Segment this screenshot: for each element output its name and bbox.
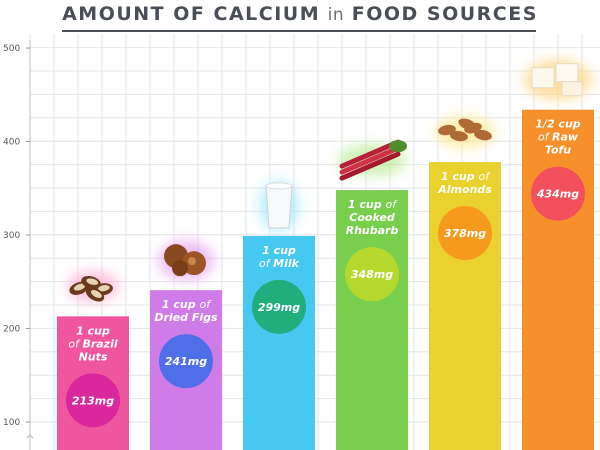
almonds-icon (435, 116, 495, 149)
axis-break-mark (26, 434, 34, 439)
bar-label-line: 1 cup (76, 324, 110, 337)
bar-label-line: Almonds (437, 183, 492, 196)
bar (429, 162, 501, 450)
value-circle (252, 279, 306, 334)
title-part-1: AMOUNT OF CALCIUM (62, 3, 321, 25)
bar (522, 109, 594, 450)
y-tick-label: 300 (3, 231, 20, 241)
title-part-2: in (327, 5, 345, 25)
y-tick-label: 100 (3, 418, 20, 428)
value-label: 348mg (351, 268, 393, 281)
bar-label-line: Cooked (349, 211, 395, 224)
bar-label-line: 1/2 cup (535, 118, 581, 131)
bar-label-line: 1 cup of (162, 298, 212, 311)
value-circle (531, 166, 585, 221)
bar-label-line: Dried Figs (154, 311, 218, 324)
dried-figs-icon (158, 240, 214, 281)
value-circle (438, 206, 492, 261)
y-tick-label: 400 (3, 138, 20, 148)
title-part-3: FOOD SOURCES (351, 3, 538, 25)
value-label: 213mg (72, 394, 114, 407)
title-underline (62, 30, 536, 32)
chart-title: AMOUNT OF CALCIUM in FOOD SOURCES (0, 0, 600, 28)
bar-label-line: 1 cup (262, 244, 296, 257)
bar (243, 235, 315, 450)
value-label: 378mg (444, 227, 486, 240)
rhubarb-icon (338, 139, 407, 181)
bar-label-line: Nuts (79, 350, 108, 363)
bar-label-line: of Brazil (68, 337, 118, 350)
bar (336, 190, 408, 450)
value-label: 299mg (258, 301, 300, 314)
value-circle (159, 334, 213, 389)
bar-label-line: Tofu (545, 144, 571, 157)
value-circle (66, 373, 120, 428)
brazil-nuts-icon (67, 270, 119, 303)
value-label: 241mg (165, 355, 207, 368)
bar-label-line: 1 cup of (441, 170, 491, 183)
milk-glass-icon (259, 179, 299, 232)
value-label: 434mg (536, 188, 579, 201)
y-tick-label: 200 (3, 325, 20, 335)
bar-label-line: Rhubarb (346, 224, 399, 237)
bar-label-line: of Milk (259, 257, 300, 270)
tofu-icon (524, 59, 592, 100)
bar-label-line: of Raw (538, 131, 579, 144)
bar-label-line: 1 cup of (348, 198, 398, 211)
value-circle (345, 247, 399, 302)
y-tick-label: 500 (3, 44, 20, 54)
